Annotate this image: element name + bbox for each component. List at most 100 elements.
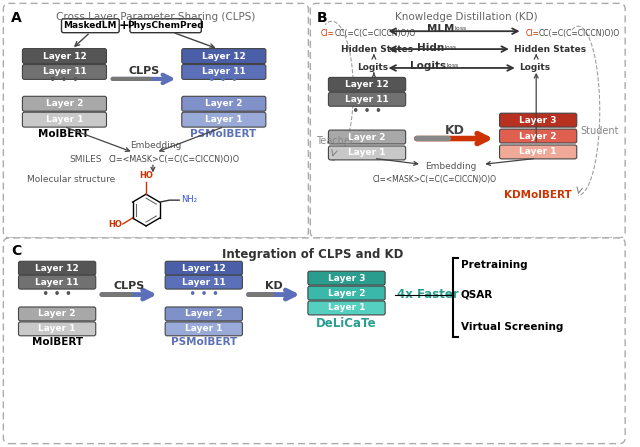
Text: Layer 1: Layer 1: [348, 148, 386, 157]
Text: Layer 11: Layer 11: [35, 278, 79, 287]
Text: $_{\mathregular{loss}}$: $_{\mathregular{loss}}$: [454, 24, 467, 33]
FancyBboxPatch shape: [182, 112, 266, 127]
Text: Layer 1: Layer 1: [45, 115, 83, 124]
Text: A: A: [11, 11, 22, 25]
Text: Logits: Logits: [357, 63, 388, 72]
FancyBboxPatch shape: [310, 4, 625, 238]
FancyBboxPatch shape: [22, 64, 106, 80]
Text: PSMolBERT: PSMolBERT: [171, 337, 237, 347]
Text: Layer 11: Layer 11: [345, 95, 389, 104]
Text: Layer 1: Layer 1: [205, 115, 243, 124]
FancyBboxPatch shape: [165, 261, 243, 275]
Text: Layer 12: Layer 12: [345, 80, 389, 89]
Text: Knowledge Distillation (KD): Knowledge Distillation (KD): [396, 13, 538, 22]
Text: Layer 12: Layer 12: [182, 264, 226, 273]
Text: Layer 2: Layer 2: [205, 99, 243, 108]
Text: Hidden States: Hidden States: [514, 45, 586, 54]
Text: DeLiCaTe: DeLiCaTe: [316, 317, 377, 330]
FancyBboxPatch shape: [3, 238, 625, 443]
Text: KDMolBERT: KDMolBERT: [504, 190, 572, 200]
FancyBboxPatch shape: [61, 19, 119, 33]
FancyBboxPatch shape: [19, 261, 96, 275]
Text: MolBERT: MolBERT: [31, 337, 83, 347]
FancyBboxPatch shape: [19, 307, 96, 321]
Text: Pretraining: Pretraining: [461, 260, 527, 270]
Text: HO: HO: [108, 220, 122, 229]
Text: PSMolBERT: PSMolBERT: [190, 129, 257, 139]
Text: Integration of CLPS and KD: Integration of CLPS and KD: [221, 248, 403, 261]
FancyBboxPatch shape: [328, 130, 406, 144]
Text: B: B: [317, 11, 328, 25]
Text: • • •: • • •: [208, 74, 238, 88]
FancyBboxPatch shape: [19, 275, 96, 289]
FancyBboxPatch shape: [500, 145, 577, 159]
Text: KD: KD: [445, 124, 465, 137]
Text: Layer 3: Layer 3: [520, 116, 557, 125]
FancyBboxPatch shape: [22, 96, 106, 111]
FancyBboxPatch shape: [165, 307, 243, 321]
Text: Layer 12: Layer 12: [202, 51, 246, 60]
Text: Teacher: Teacher: [316, 135, 354, 146]
Text: • • •: • • •: [49, 74, 79, 88]
Text: +: +: [118, 19, 129, 32]
Text: Layer 1: Layer 1: [328, 304, 365, 312]
Text: Cl=: Cl=: [321, 29, 335, 38]
Text: Virtual Screening: Virtual Screening: [461, 322, 563, 333]
Text: • • •: • • •: [189, 288, 219, 301]
Text: Layer 2: Layer 2: [328, 289, 365, 298]
FancyBboxPatch shape: [500, 129, 577, 143]
Text: Layer 11: Layer 11: [182, 278, 226, 287]
Text: MLM: MLM: [427, 24, 454, 34]
Text: Logits: Logits: [410, 61, 446, 71]
FancyBboxPatch shape: [130, 19, 202, 33]
Text: Logits: Logits: [520, 63, 550, 72]
Text: QSAR: QSAR: [461, 290, 493, 299]
Text: Layer 2: Layer 2: [45, 99, 83, 108]
Text: CC(=C(C=ClCCN)O)O: CC(=C(C=ClCCN)O)O: [539, 29, 620, 38]
Text: Layer 12: Layer 12: [43, 51, 86, 60]
FancyBboxPatch shape: [19, 322, 96, 336]
FancyBboxPatch shape: [3, 4, 308, 238]
FancyBboxPatch shape: [328, 77, 406, 91]
FancyBboxPatch shape: [182, 49, 266, 63]
FancyBboxPatch shape: [308, 271, 385, 285]
Text: $_{\mathregular{loss}}$: $_{\mathregular{loss}}$: [444, 43, 458, 52]
Text: Molecular structure: Molecular structure: [27, 175, 115, 184]
Text: Cl=: Cl=: [525, 29, 540, 38]
Text: Layer 11: Layer 11: [43, 67, 86, 76]
Text: HO: HO: [139, 171, 153, 180]
Text: Hidn: Hidn: [417, 43, 444, 53]
FancyBboxPatch shape: [182, 64, 266, 80]
Text: MaskedLM: MaskedLM: [63, 21, 117, 30]
FancyBboxPatch shape: [328, 93, 406, 106]
Text: Hidden States: Hidden States: [340, 45, 413, 54]
Text: Layer 2: Layer 2: [520, 131, 557, 140]
Text: $_{\mathregular{loss}}$: $_{\mathregular{loss}}$: [446, 61, 460, 70]
Text: Layer 12: Layer 12: [35, 264, 79, 273]
Text: Embedding: Embedding: [130, 140, 182, 149]
Text: KD: KD: [266, 281, 283, 291]
FancyBboxPatch shape: [328, 146, 406, 160]
FancyBboxPatch shape: [182, 96, 266, 111]
Text: SMILES: SMILES: [70, 156, 102, 164]
Text: MolBERT: MolBERT: [38, 129, 90, 139]
FancyBboxPatch shape: [22, 49, 106, 63]
Text: Embedding: Embedding: [426, 162, 477, 171]
FancyBboxPatch shape: [165, 275, 243, 289]
Text: Layer 1: Layer 1: [520, 148, 557, 156]
Text: Layer 11: Layer 11: [202, 67, 246, 76]
Text: Layer 1: Layer 1: [185, 325, 223, 333]
Text: Layer 2: Layer 2: [348, 133, 386, 142]
Text: CC(=C(C=ClCCN)O)O: CC(=C(C=ClCCN)O)O: [335, 29, 416, 38]
Text: Cross Layer Parameter Sharing (CLPS): Cross Layer Parameter Sharing (CLPS): [56, 13, 255, 22]
FancyBboxPatch shape: [308, 301, 385, 315]
Text: CLPS: CLPS: [129, 66, 160, 76]
Text: CLPS: CLPS: [114, 281, 145, 291]
Text: • • •: • • •: [352, 105, 382, 118]
Text: NH₂: NH₂: [181, 194, 197, 204]
Text: PhysChemPred: PhysChemPred: [127, 21, 204, 30]
Text: • • •: • • •: [42, 288, 72, 301]
Text: 4x Faster: 4x Faster: [397, 288, 459, 301]
Text: Cl=<MASK>C(=C(C=ClCCN)O)O: Cl=<MASK>C(=C(C=ClCCN)O)O: [373, 175, 497, 184]
FancyBboxPatch shape: [22, 112, 106, 127]
